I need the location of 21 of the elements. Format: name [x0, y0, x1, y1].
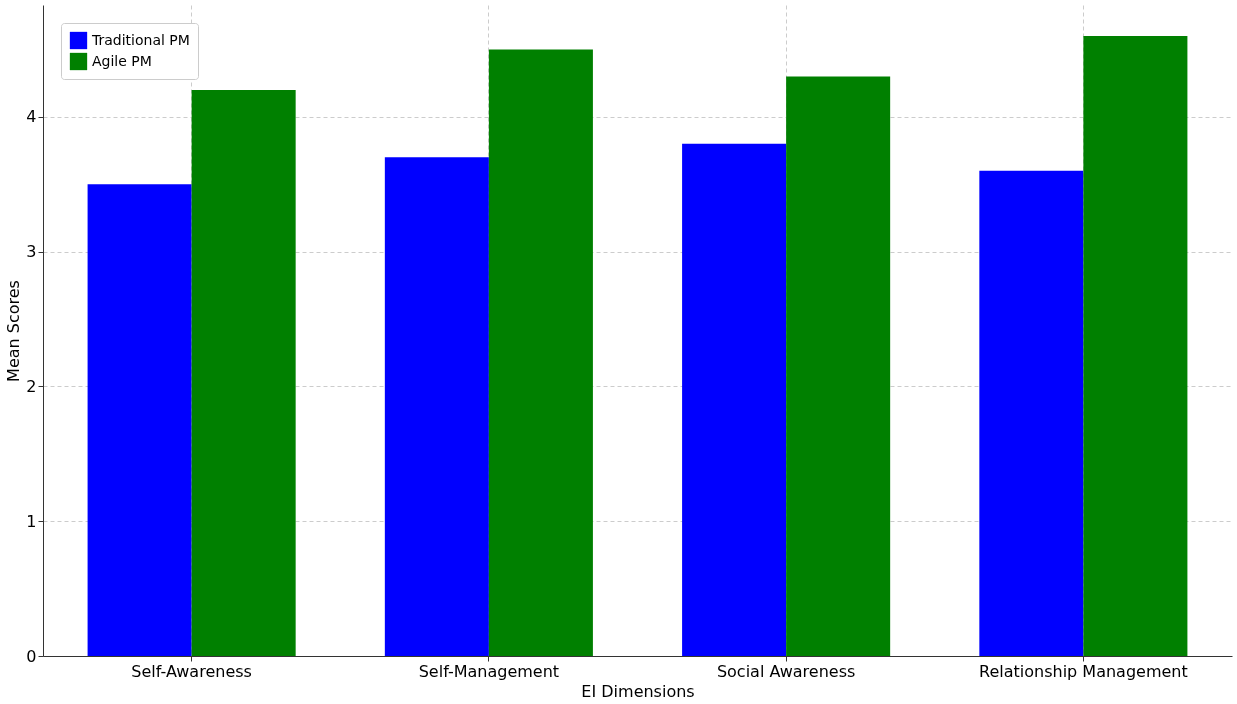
- bar: [682, 143, 787, 656]
- bar: [979, 170, 1084, 656]
- x-tick-label: Self-Awareness: [131, 661, 252, 681]
- x-tick-label: Relationship Management: [979, 661, 1188, 681]
- y-tick-label: 4: [26, 107, 37, 127]
- bar: [1083, 36, 1188, 656]
- legend-label: Agile PM: [92, 52, 152, 69]
- bar: [786, 76, 891, 656]
- bar: [87, 184, 192, 656]
- x-tick-label: Social Awareness: [716, 661, 856, 681]
- y-axis-title: Mean Scores: [4, 280, 24, 382]
- y-tick-label: 1: [26, 511, 37, 531]
- x-axis-title: EI Dimensions: [581, 681, 695, 701]
- y-tick-label: 0: [26, 646, 37, 666]
- legend-label: Traditional PM: [91, 31, 190, 48]
- bar: [191, 89, 296, 656]
- y-tick-label: 2: [26, 376, 37, 396]
- x-tick-label: Self-Management: [418, 661, 560, 681]
- bar: [488, 49, 593, 656]
- bar: [384, 157, 489, 656]
- y-tick-label: 3: [26, 242, 37, 262]
